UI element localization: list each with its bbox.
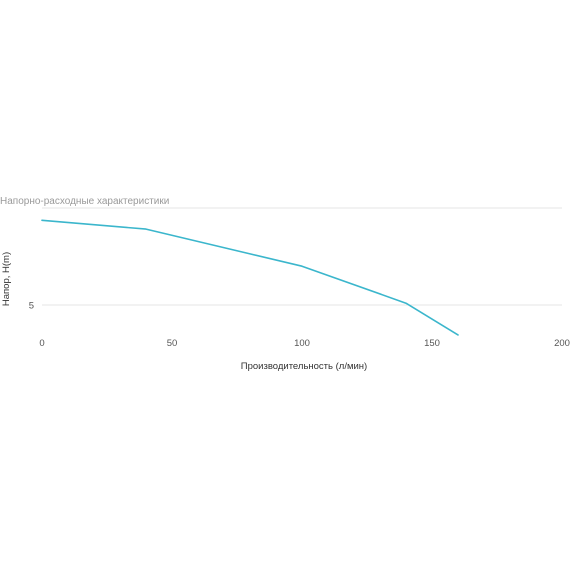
x-tick-label: 200 bbox=[554, 338, 570, 349]
y-tick-label: 5 bbox=[29, 300, 34, 311]
series-line bbox=[41, 219, 459, 336]
x-axis-label: Производительность (л/мин) bbox=[241, 361, 367, 372]
chart-title: Напорно-расходные характеристики bbox=[0, 196, 169, 207]
gridlines bbox=[42, 207, 562, 306]
x-tick-label: 150 bbox=[424, 338, 440, 349]
x-tick-label: 100 bbox=[294, 338, 310, 349]
x-tick-label: 0 bbox=[39, 338, 44, 349]
x-axis-ticks: 0 50 100 150 200 bbox=[39, 338, 570, 349]
series-layer bbox=[41, 219, 459, 336]
y-axis-ticks: 5 bbox=[29, 300, 34, 311]
x-tick-label: 50 bbox=[167, 338, 178, 349]
y-axis-label: Напор, H(m) bbox=[1, 252, 12, 306]
